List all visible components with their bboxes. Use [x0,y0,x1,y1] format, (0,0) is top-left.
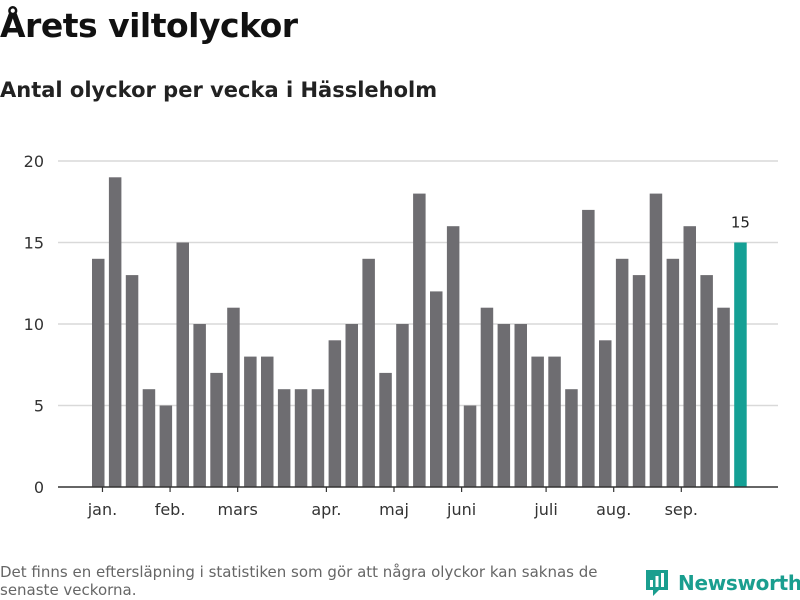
bar [582,209,595,487]
newsworthy-logo-icon [646,570,668,596]
bar [413,193,426,487]
x-tick-label: apr. [311,500,341,519]
bar [430,291,443,487]
bar [193,324,206,487]
y-tick-label: 20 [24,152,44,171]
bar [497,324,511,487]
x-tick-label: mars [218,500,258,519]
y-tick-label: 5 [34,397,44,416]
x-tick-label: juni [446,500,476,519]
bar [683,226,696,487]
bar [480,307,494,487]
bar [328,340,342,487]
y-tick-label: 0 [34,478,44,497]
bar-highlight [734,242,747,487]
bar [565,389,578,487]
bar [632,275,646,487]
bar [463,405,477,487]
bar [227,307,240,487]
bar [666,258,680,487]
bar [615,258,629,487]
bar [176,242,189,487]
bar [277,389,291,487]
bar [396,324,409,487]
x-tick-label: maj [379,500,409,519]
bar [244,356,257,487]
x-tick-label: juli [533,500,557,519]
x-tick-label: aug. [596,500,631,519]
bar [142,389,156,487]
bars [92,177,747,488]
data-labels: 15 [731,214,750,232]
bar [717,307,730,487]
bar [311,389,325,487]
bar [210,372,223,487]
bar [108,177,122,488]
bar [159,405,173,487]
bar [531,356,544,487]
bar [379,372,392,487]
y-tick-label: 15 [24,234,44,253]
bar [261,356,274,487]
bar [700,275,713,487]
bar [294,389,308,487]
bar [599,340,612,487]
chart-subtitle: Antal olyckor per vecka i Hässleholm [0,78,438,102]
brand-name: Newsworthy [678,571,800,595]
bar [514,324,527,487]
bar [446,226,460,487]
chart-title: Årets viltolyckor [0,6,298,45]
x-axis-ticks: jan. feb. mars apr. maj juni juli aug. sep. [87,487,698,519]
data-label: 15 [731,214,750,232]
bar-chart: 0 5 10 15 20 15 jan. feb. mars apr. maj juni juli a… [24,152,778,519]
footnote: Det finns en eftersläpning i statistiken… [0,563,598,599]
x-tick-label: sep. [665,500,698,519]
bar [125,275,139,487]
bar [649,193,663,487]
y-tick-label: 10 [24,315,44,334]
x-tick-label: feb. [155,500,186,519]
bar [548,356,561,487]
brand: Newsworthy [644,568,800,598]
x-tick-label: jan. [87,500,117,519]
y-axis-ticks: 0 5 10 15 20 [24,152,44,497]
bar [345,324,358,487]
bar [92,258,105,487]
bar [362,258,375,487]
